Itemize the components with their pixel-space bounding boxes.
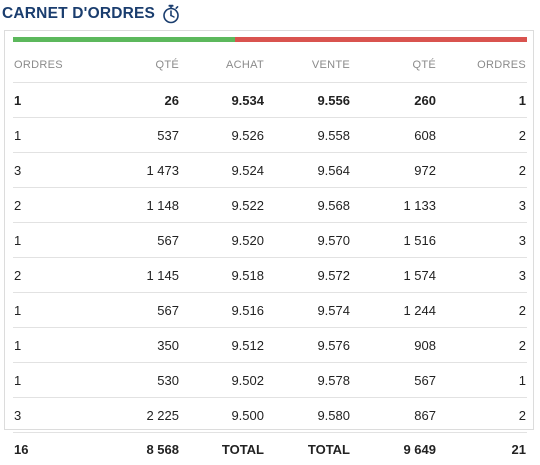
total-ask-label: TOTAL — [265, 433, 351, 465]
sell-orders-cell: 1 — [437, 83, 527, 118]
sell-orders-cell: 3 — [437, 188, 527, 223]
buy-orders-cell: 3 — [13, 153, 73, 188]
buy-quantity-cell: 1 145 — [73, 258, 180, 293]
header-buy-orders: ORDRES — [13, 47, 73, 83]
buy-ratio-fill — [13, 37, 235, 42]
buy-sell-ratio-bar — [13, 37, 527, 42]
sell-quantity-cell: 1 574 — [351, 258, 437, 293]
sell-ratio-fill — [235, 37, 527, 42]
buy-orders-cell: 1 — [13, 293, 73, 328]
sell-orders-cell: 2 — [437, 153, 527, 188]
buy-quantity-cell: 350 — [73, 328, 180, 363]
bid-price-cell: 9.526 — [180, 118, 265, 153]
total-sell-orders: 21 — [437, 433, 527, 465]
bid-price-cell: 9.512 — [180, 328, 265, 363]
sell-orders-cell: 2 — [437, 328, 527, 363]
order-book-header: CARNET D'ORDRES — [2, 2, 181, 26]
buy-orders-cell: 3 — [13, 398, 73, 433]
sell-orders-cell: 2 — [437, 398, 527, 433]
sell-quantity-cell: 1 516 — [351, 223, 437, 258]
bid-price-cell: 9.502 — [180, 363, 265, 398]
bid-price-cell: 9.518 — [180, 258, 265, 293]
sell-quantity-cell: 567 — [351, 363, 437, 398]
buy-orders-cell: 1 — [13, 223, 73, 258]
ask-price-cell: 9.578 — [265, 363, 351, 398]
sell-quantity-cell: 1 133 — [351, 188, 437, 223]
bid-price-cell: 9.500 — [180, 398, 265, 433]
page-title: CARNET D'ORDRES — [2, 5, 155, 23]
buy-orders-cell: 1 — [13, 83, 73, 118]
bid-price-cell: 9.520 — [180, 223, 265, 258]
ask-price-cell: 9.564 — [265, 153, 351, 188]
ask-price-cell: 9.568 — [265, 188, 351, 223]
bid-price-cell: 9.534 — [180, 83, 265, 118]
header-sell-quantity: QTÉ — [351, 47, 437, 83]
ask-price-cell: 9.580 — [265, 398, 351, 433]
buy-quantity-cell: 26 — [73, 83, 180, 118]
bid-price-cell: 9.516 — [180, 293, 265, 328]
sell-orders-cell: 1 — [437, 363, 527, 398]
header-sell-orders: ORDRES — [437, 47, 527, 83]
sell-orders-cell: 3 — [437, 258, 527, 293]
header-buy-quantity: QTÉ — [73, 47, 180, 83]
buy-quantity-cell: 530 — [73, 363, 180, 398]
buy-orders-cell: 2 — [13, 188, 73, 223]
ask-price-cell: 9.576 — [265, 328, 351, 363]
ask-price-cell: 9.574 — [265, 293, 351, 328]
table-header-row: ORDRES QTÉ ACHAT VENTE QTÉ ORDRES — [13, 47, 527, 83]
ask-price-cell: 9.558 — [265, 118, 351, 153]
buy-quantity-cell: 1 473 — [73, 153, 180, 188]
buy-quantity-cell: 567 — [73, 223, 180, 258]
sell-quantity-cell: 972 — [351, 153, 437, 188]
sell-quantity-cell: 608 — [351, 118, 437, 153]
buy-quantity-cell: 1 148 — [73, 188, 180, 223]
sell-quantity-cell: 867 — [351, 398, 437, 433]
buy-orders-cell: 1 — [13, 118, 73, 153]
totals-row: 16 8 568 TOTAL TOTAL 9 649 21 — [13, 433, 527, 465]
buy-orders-cell: 2 — [13, 258, 73, 293]
buy-quantity-cell: 537 — [73, 118, 180, 153]
total-buy-quantity: 8 568 — [73, 433, 180, 465]
buy-orders-cell: 1 — [13, 363, 73, 398]
ask-price-cell: 9.572 — [265, 258, 351, 293]
header-ask-price: VENTE — [265, 47, 351, 83]
bid-price-cell: 9.524 — [180, 153, 265, 188]
total-buy-orders: 16 — [13, 433, 73, 465]
sell-orders-cell: 3 — [437, 223, 527, 258]
total-bid-label: TOTAL — [180, 433, 265, 465]
buy-quantity-cell: 567 — [73, 293, 180, 328]
buy-quantity-cell: 2 225 — [73, 398, 180, 433]
sell-orders-cell: 2 — [437, 293, 527, 328]
sell-quantity-cell: 1 244 — [351, 293, 437, 328]
timer-icon[interactable] — [161, 4, 181, 24]
sell-quantity-cell: 260 — [351, 83, 437, 118]
ask-price-cell: 9.570 — [265, 223, 351, 258]
sell-orders-cell: 2 — [437, 118, 527, 153]
total-sell-quantity: 9 649 — [351, 433, 437, 465]
buy-orders-cell: 1 — [13, 328, 73, 363]
header-bid-price: ACHAT — [180, 47, 265, 83]
ask-price-cell: 9.556 — [265, 83, 351, 118]
sell-quantity-cell: 908 — [351, 328, 437, 363]
bid-price-cell: 9.522 — [180, 188, 265, 223]
